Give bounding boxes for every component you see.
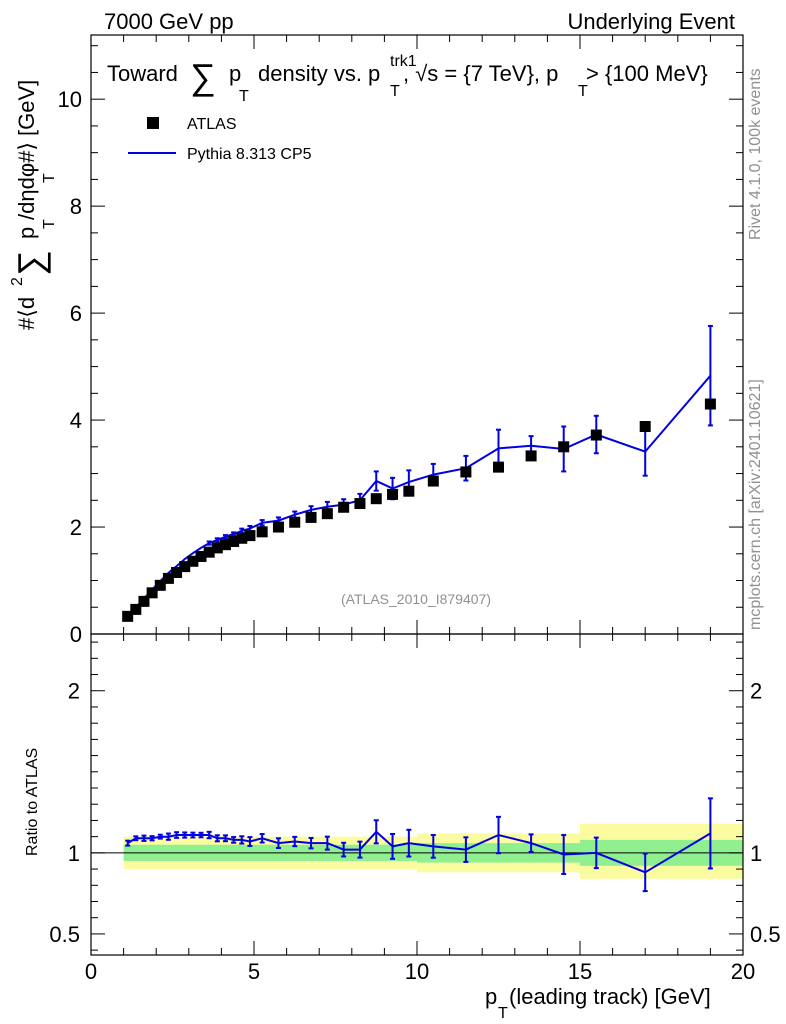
ylabel-sub-t1: T [41, 219, 58, 229]
y-tick-label-main: 2 [70, 515, 82, 540]
x-tick-label: 5 [248, 959, 260, 984]
x-tick-label: 20 [731, 959, 755, 984]
data-point [154, 579, 166, 591]
data-point [525, 450, 537, 462]
title-part2: density vs. p [258, 61, 380, 86]
data-point [493, 461, 504, 473]
y-tick-label-main: 0 [70, 622, 82, 647]
data-series-main [122, 398, 716, 622]
x-tick-label: 15 [568, 959, 592, 984]
legend-mc-label: Pythia 8.313 CP5 [187, 146, 312, 163]
data-point [244, 530, 256, 542]
ratio-panel-frame [90, 633, 744, 956]
mc-series-main [126, 324, 713, 617]
y-axis-label-main: #⟨d 2 ∑ p T /dηdφ#⟩ [GeV] T [9, 80, 58, 330]
y-tick-label-main: 8 [70, 194, 82, 219]
xlabel-rest: (leading track) [GeV] [509, 984, 711, 1009]
mc-series-ratio [125, 797, 713, 893]
y-tick-label-ratio-right: 1 [750, 841, 762, 866]
data-point [639, 420, 651, 432]
data-point [211, 542, 223, 554]
data-point [354, 498, 366, 510]
y-axis-label-ratio: Ratio to ATLAS [24, 748, 41, 856]
ylabel-sub-t2: T [41, 173, 58, 183]
y-tick-label-main: 4 [70, 408, 82, 433]
data-point [460, 466, 472, 478]
title-sub-t3: T [578, 83, 588, 100]
data-point [195, 550, 207, 562]
data-point [370, 493, 382, 505]
data-point [321, 508, 333, 520]
y-tick-label-ratio-left: 2 [68, 679, 80, 704]
title-part3: , √s = {7 TeV}, p [403, 61, 558, 86]
legend-data-marker [147, 117, 159, 129]
data-point [590, 429, 602, 441]
data-point [171, 566, 183, 578]
header-right: Underlying Event [567, 9, 735, 34]
data-point [256, 526, 268, 538]
title-p: p [229, 61, 241, 86]
xlabel-sub-t: T [498, 1005, 508, 1022]
header-left: 7000 GeV pp [104, 9, 234, 34]
legend: ATLAS Pythia 8.313 CP5 [128, 116, 312, 163]
title-sub-t: T [239, 88, 249, 105]
mcplots-label: mcplots.cern.ch [arXiv:2401.10621] [747, 379, 764, 630]
data-point [187, 555, 199, 567]
x-tick-label: 10 [405, 959, 429, 984]
x-axis-label: p T (leading track) [GeV] [485, 984, 711, 1022]
data-point [403, 485, 415, 497]
data-point [289, 516, 301, 528]
data-point [219, 539, 231, 551]
analysis-id-watermark: (ATLAS_2010_I879407) [341, 591, 491, 607]
y-tick-label-ratio-right: 2 [750, 679, 762, 704]
data-point [138, 595, 150, 607]
title-sum-symbol: ∑ [190, 56, 216, 97]
y-tick-label-main: 10 [58, 87, 82, 112]
data-point [179, 561, 191, 573]
ylabel-prefix: #⟨d [14, 297, 39, 330]
legend-data-label: ATLAS [187, 116, 237, 133]
data-point [338, 501, 350, 513]
data-point [203, 546, 215, 558]
title-sup-trk1: trk1 [390, 53, 417, 70]
data-point [130, 603, 142, 615]
mc-main-line [126, 375, 712, 617]
data-point [122, 610, 134, 622]
data-point [427, 475, 439, 487]
title-part4: > {100 MeV} [586, 61, 708, 86]
axes: 0 5 10 15 20 0 2 4 6 8 10 0.5 0.5 1 1 2 2 [49, 34, 781, 984]
data-point [228, 535, 240, 547]
y-tick-label-ratio-left: 1 [68, 841, 80, 866]
data-point [236, 532, 248, 544]
data-point [387, 488, 399, 500]
title-part1: Toward [107, 61, 178, 86]
rivet-version-label: Rivet 4.1.0, 100k events [747, 68, 764, 240]
plot-title: Toward ∑ p T density vs. p trk1 T , √s =… [107, 53, 708, 105]
data-point [305, 511, 317, 523]
y-tick-label-ratio-left: 0.5 [49, 922, 80, 947]
data-point [704, 398, 716, 410]
data-point [272, 521, 284, 533]
data-point [162, 572, 174, 584]
ylabel-rest: /dηdφ#⟩ [GeV] [14, 80, 39, 220]
ylabel-sup2: 2 [9, 277, 26, 286]
x-tick-label: 0 [85, 959, 97, 984]
title-sub-t2: T [390, 83, 400, 100]
y-tick-label-ratio-right: 0.5 [750, 922, 781, 947]
ylabel-sum: ∑ [10, 250, 51, 276]
xlabel-p: p [485, 984, 497, 1009]
data-point [558, 441, 570, 453]
mc-ratio-line [127, 830, 711, 874]
data-point [146, 587, 158, 599]
ylabel-p: p [14, 227, 39, 239]
y-tick-label-main: 6 [70, 301, 82, 326]
